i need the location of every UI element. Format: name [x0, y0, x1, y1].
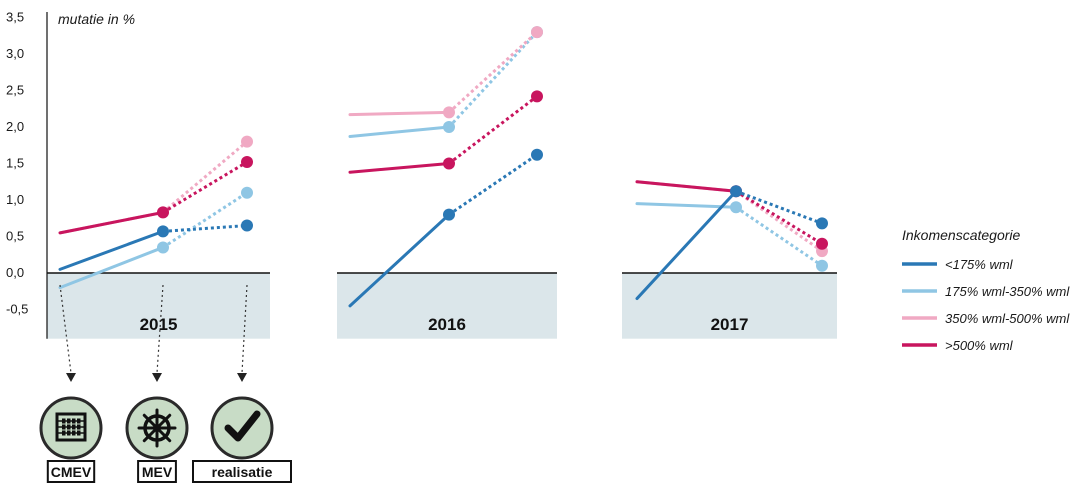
- series-175-wml-350-wml-2017-point-realisatie: [816, 259, 828, 272]
- year-label-2015: 2015: [140, 315, 178, 334]
- negative-band-2017: [622, 273, 837, 339]
- series-175-wml-2016-point-realisatie: [531, 148, 543, 161]
- series-175-wml-350-wml-2015-point-mev: [157, 241, 169, 254]
- abacus-bead: [72, 430, 76, 436]
- abacus-bead: [77, 418, 81, 424]
- arrow-head-mev: [152, 373, 162, 382]
- arrow-head-realisatie: [237, 373, 247, 382]
- series-175-wml-350-wml-2016-solid-line: [348, 125, 451, 138]
- arrow-head-cmev: [66, 373, 76, 382]
- series-175-wml-350-wml-2015-point-realisatie: [241, 186, 253, 199]
- series-175-wml-2016-point-mev: [443, 208, 455, 221]
- abacus-bead: [67, 418, 71, 424]
- wheel-spoke: [142, 413, 159, 430]
- series-175-wml-2015-dotted-line: [162, 224, 248, 233]
- legend-entry-350-wml-500-wml: 350% wml-500% wml: [945, 311, 1070, 326]
- series-500-wml-2015-solid-line: [58, 210, 165, 235]
- series-350-wml-500-wml-2016-dotted-line: [447, 30, 539, 114]
- abacus-bead: [77, 430, 81, 436]
- wheel-spoke: [142, 426, 159, 443]
- stage-label-box-mev: [137, 460, 177, 483]
- series-500-wml-2015-dotted-line: [162, 160, 248, 214]
- series-175-wml-2015-solid-line: [58, 229, 165, 271]
- y-tick-label: -0,5: [6, 302, 28, 317]
- series-175-wml-2015-point-mev: [157, 225, 169, 238]
- stage-circle-cmev: [39, 396, 103, 460]
- ship-wheel-icon: [137, 408, 177, 448]
- wheel-spoke: [155, 413, 172, 430]
- wheel-spoke: [155, 426, 172, 443]
- abacus-icon: [55, 412, 87, 442]
- y-tick-label: 0,5: [6, 229, 24, 244]
- series-500-wml-2016-point-realisatie: [531, 90, 543, 103]
- legend-entry-175-wml-350-wml: 175% wml-350% wml: [945, 284, 1070, 299]
- legend-title: Inkomenscategorie: [902, 227, 1021, 243]
- series-175-wml-350-wml-2017-point-mev: [730, 201, 742, 214]
- series-500-wml-2016-point-mev: [443, 157, 455, 170]
- stage-label-box-cmev: [46, 460, 96, 483]
- series-175-wml-2015-point-realisatie: [241, 219, 253, 232]
- series-350-wml-500-wml-2016-point-mev: [443, 106, 455, 119]
- series-175-wml-2017-point-mev: [730, 185, 742, 198]
- y-axis-label: mutatie in %: [58, 11, 135, 27]
- abacus-bead: [72, 418, 76, 424]
- abacus-bead: [67, 424, 71, 430]
- series-175-wml-350-wml-2017-solid-line: [635, 202, 738, 209]
- series-500-wml-2016-solid-line: [348, 162, 451, 174]
- series-350-wml-500-wml-2015-dotted-line: [162, 140, 248, 214]
- series-175-wml-2017-solid-line: [635, 189, 738, 301]
- series-175-wml-350-wml-2016-point-mev: [443, 121, 455, 133]
- series-350-wml-500-wml-2017-dotted-line: [735, 190, 823, 253]
- series-350-wml-500-wml-2015-point-realisatie: [241, 135, 253, 148]
- y-tick-label: 3,0: [6, 46, 24, 61]
- series-500-wml-2017-dotted-line: [735, 189, 823, 246]
- series-350-wml-500-wml-2016-solid-line: [348, 110, 451, 117]
- series-500-wml-2017-point-realisatie: [816, 237, 828, 250]
- year-label-2016: 2016: [428, 315, 466, 334]
- y-tick-label: 1,0: [6, 192, 24, 207]
- abacus-bead: [62, 424, 66, 430]
- y-axis: 3,5 3,0 2,5 2,0 1,5 1,0 0,5 0,0 -0,5 mutatie in %: [6, 10, 135, 339]
- legend: Inkomenscategorie <175% wml 175% wml-350% …: [902, 227, 1070, 353]
- y-tick-label: 2,5: [6, 83, 24, 98]
- stage-label-cmev: CMEV: [51, 464, 92, 480]
- legend-entry-500-wml: >500% wml: [945, 338, 1014, 353]
- negative-band-2015: [47, 273, 270, 339]
- series-175-wml-350-wml-2015-solid-line: [58, 245, 165, 290]
- y-tick-label: 1,5: [6, 156, 24, 171]
- stage-label-box-realisatie: [192, 460, 292, 483]
- series-175-wml-2016-dotted-line: [448, 153, 538, 216]
- series-350-wml-500-wml-2016-point-realisatie: [531, 26, 543, 39]
- stage-label-mev: MEV: [142, 464, 173, 480]
- stage-label-realisatie: realisatie: [212, 464, 273, 480]
- abacus-bead: [62, 418, 66, 424]
- series-175-wml-350-wml-2016-dotted-line: [447, 31, 539, 129]
- stage-icons: CMEV MEV realisatie: [39, 284, 292, 483]
- series-500-wml-2015-point-mev: [157, 206, 169, 219]
- y-tick-label: 2,0: [6, 119, 24, 134]
- y-tick-label: 0,0: [6, 265, 24, 280]
- series-175-wml-350-wml-2017-dotted-line: [735, 206, 823, 267]
- series-175-wml-2017-point-realisatie: [816, 217, 828, 230]
- checkmark-icon: [224, 410, 261, 442]
- series-500-wml-2017-solid-line: [635, 180, 738, 193]
- abacus-bead: [62, 430, 66, 436]
- series-500-wml-2016-dotted-line: [448, 95, 538, 165]
- check-path: [224, 410, 261, 442]
- y-tick-label: 3,5: [6, 10, 24, 25]
- legend-entry-175-wml: <175% wml: [945, 257, 1014, 272]
- year-label-2017: 2017: [711, 315, 749, 334]
- series-175-wml-350-wml-2015-dotted-line: [162, 191, 248, 249]
- abacus-bead: [72, 424, 76, 430]
- series-175-wml-2016-solid-line: [348, 213, 451, 308]
- abacus-bead: [77, 424, 81, 430]
- series-500-wml-2015-point-realisatie: [241, 156, 253, 169]
- abacus-bead: [67, 430, 71, 436]
